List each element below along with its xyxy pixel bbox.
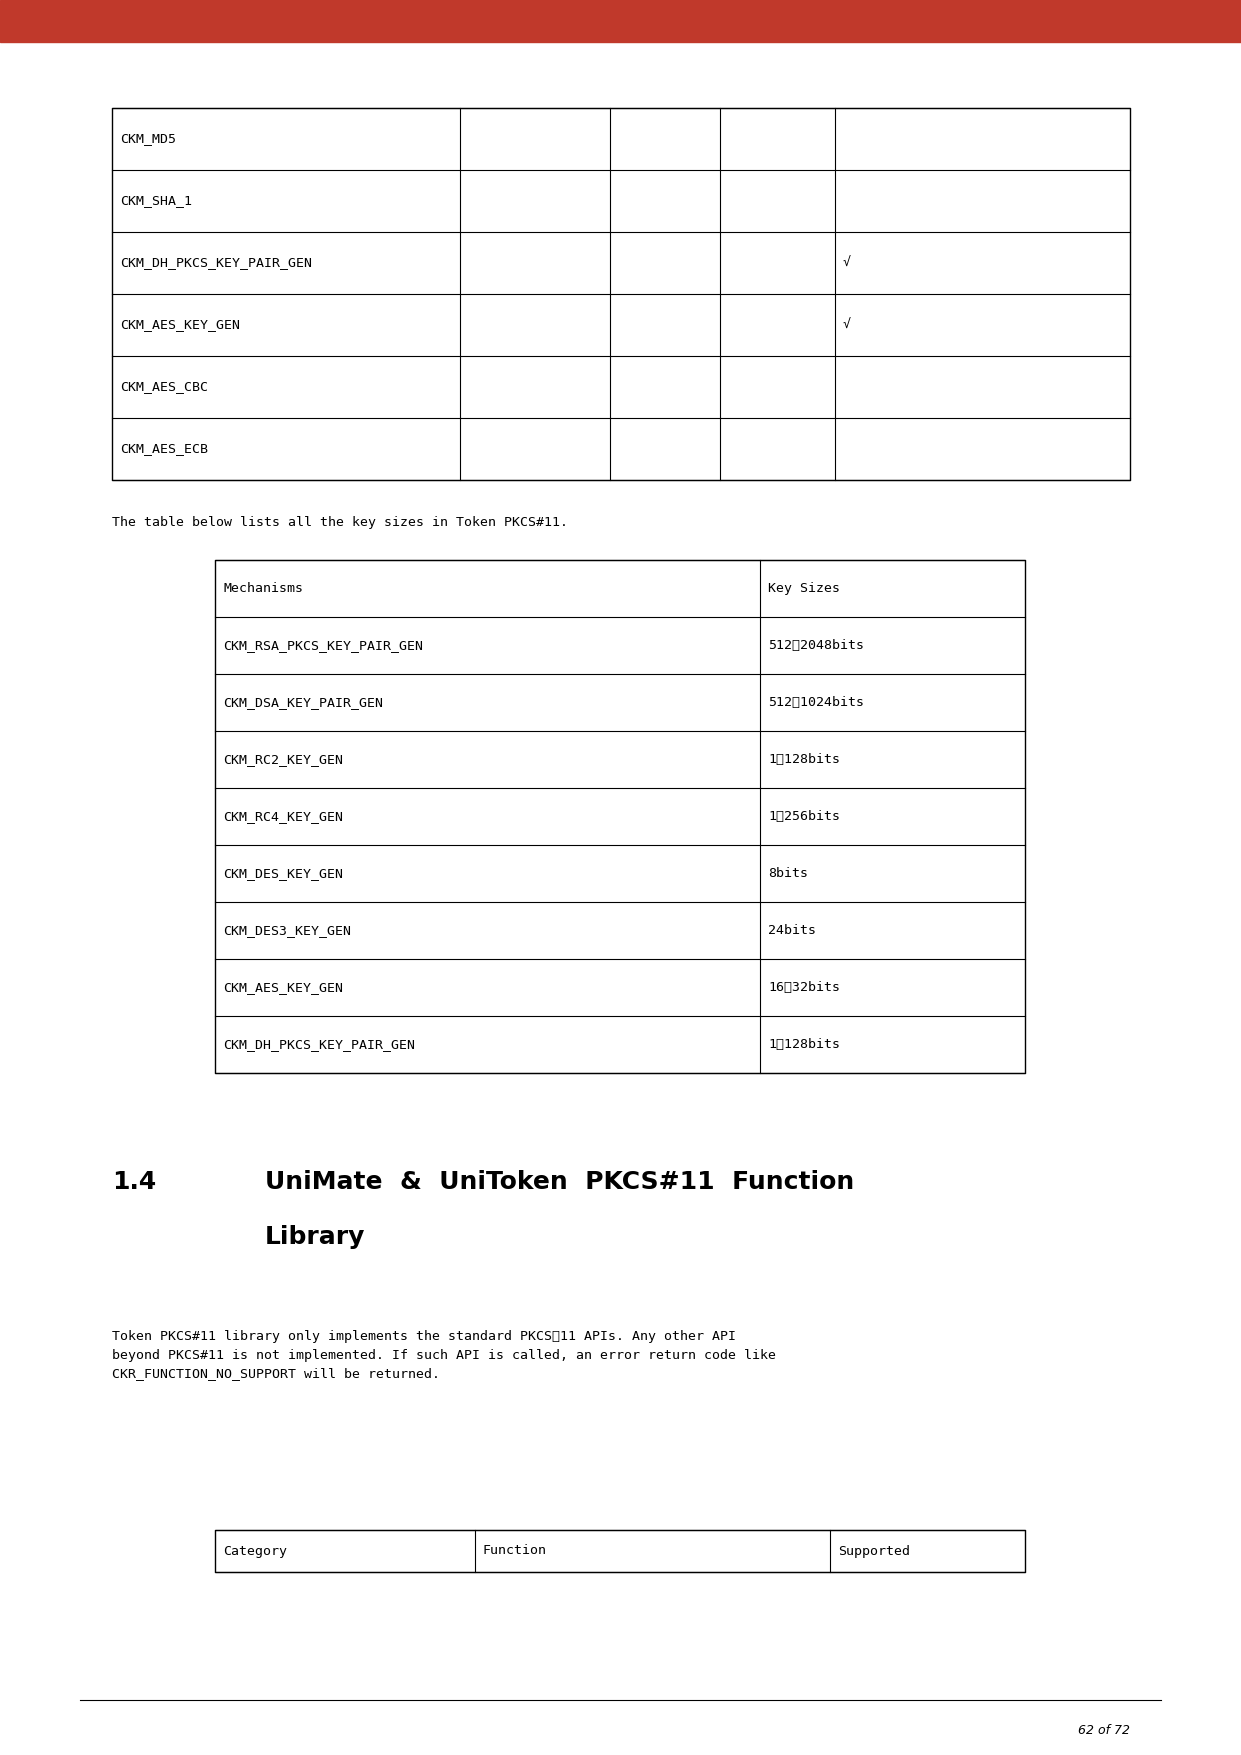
Text: CKM_AES_ECB: CKM_AES_ECB	[120, 442, 208, 456]
Text: Function: Function	[483, 1544, 547, 1557]
Text: 24bits: 24bits	[768, 923, 817, 937]
Text: CKM_DES3_KEY_GEN: CKM_DES3_KEY_GEN	[223, 923, 351, 937]
Text: √: √	[843, 256, 851, 270]
Text: Token PKCS#11 library only implements the standard PKCS＃11 APIs. Any other API
b: Token PKCS#11 library only implements th…	[112, 1330, 776, 1379]
Text: 1.4: 1.4	[112, 1171, 156, 1193]
Text: 512～1024bits: 512～1024bits	[768, 697, 864, 709]
Bar	[0, 0, 1241, 42]
Bar	[215, 560, 1025, 1072]
Text: CKM_DES_KEY_GEN: CKM_DES_KEY_GEN	[223, 867, 343, 879]
Text: 1～128bits: 1～128bits	[768, 1037, 840, 1051]
Text: CKM_AES_CBC: CKM_AES_CBC	[120, 381, 208, 393]
Text: Category: Category	[223, 1544, 287, 1557]
Text: CKM_DH_PKCS_KEY_PAIR_GEN: CKM_DH_PKCS_KEY_PAIR_GEN	[223, 1037, 414, 1051]
Text: Library: Library	[266, 1225, 365, 1250]
Text: 8bits: 8bits	[768, 867, 808, 879]
Text: Key Sizes: Key Sizes	[768, 583, 840, 595]
Text: CKM_MD5: CKM_MD5	[120, 132, 176, 146]
Text: Mechanisms: Mechanisms	[223, 583, 303, 595]
Text: CKM_AES_KEY_GEN: CKM_AES_KEY_GEN	[223, 981, 343, 993]
Text: CKM_DSA_KEY_PAIR_GEN: CKM_DSA_KEY_PAIR_GEN	[223, 697, 383, 709]
Text: 16～32bits: 16～32bits	[768, 981, 840, 993]
Text: CKM_RSA_PKCS_KEY_PAIR_GEN: CKM_RSA_PKCS_KEY_PAIR_GEN	[223, 639, 423, 653]
Text: CKM_SHA_1: CKM_SHA_1	[120, 195, 192, 207]
Text: Supported: Supported	[838, 1544, 910, 1557]
Bar	[215, 1530, 1025, 1572]
Text: √: √	[843, 318, 851, 332]
Text: UniMate  &  UniToken  PKCS#11  Function: UniMate & UniToken PKCS#11 Function	[266, 1171, 854, 1193]
Text: CKM_RC2_KEY_GEN: CKM_RC2_KEY_GEN	[223, 753, 343, 765]
Text: 512～2048bits: 512～2048bits	[768, 639, 864, 653]
Text: The table below lists all the key sizes in Token PKCS#11.: The table below lists all the key sizes …	[112, 516, 568, 528]
Text: 1～128bits: 1～128bits	[768, 753, 840, 765]
Text: 62 of 72: 62 of 72	[1078, 1723, 1131, 1736]
Bar	[112, 109, 1131, 481]
Text: CKM_AES_KEY_GEN: CKM_AES_KEY_GEN	[120, 318, 240, 332]
Text: 1～256bits: 1～256bits	[768, 811, 840, 823]
Text: CKM_DH_PKCS_KEY_PAIR_GEN: CKM_DH_PKCS_KEY_PAIR_GEN	[120, 256, 311, 270]
Text: CKM_RC4_KEY_GEN: CKM_RC4_KEY_GEN	[223, 811, 343, 823]
